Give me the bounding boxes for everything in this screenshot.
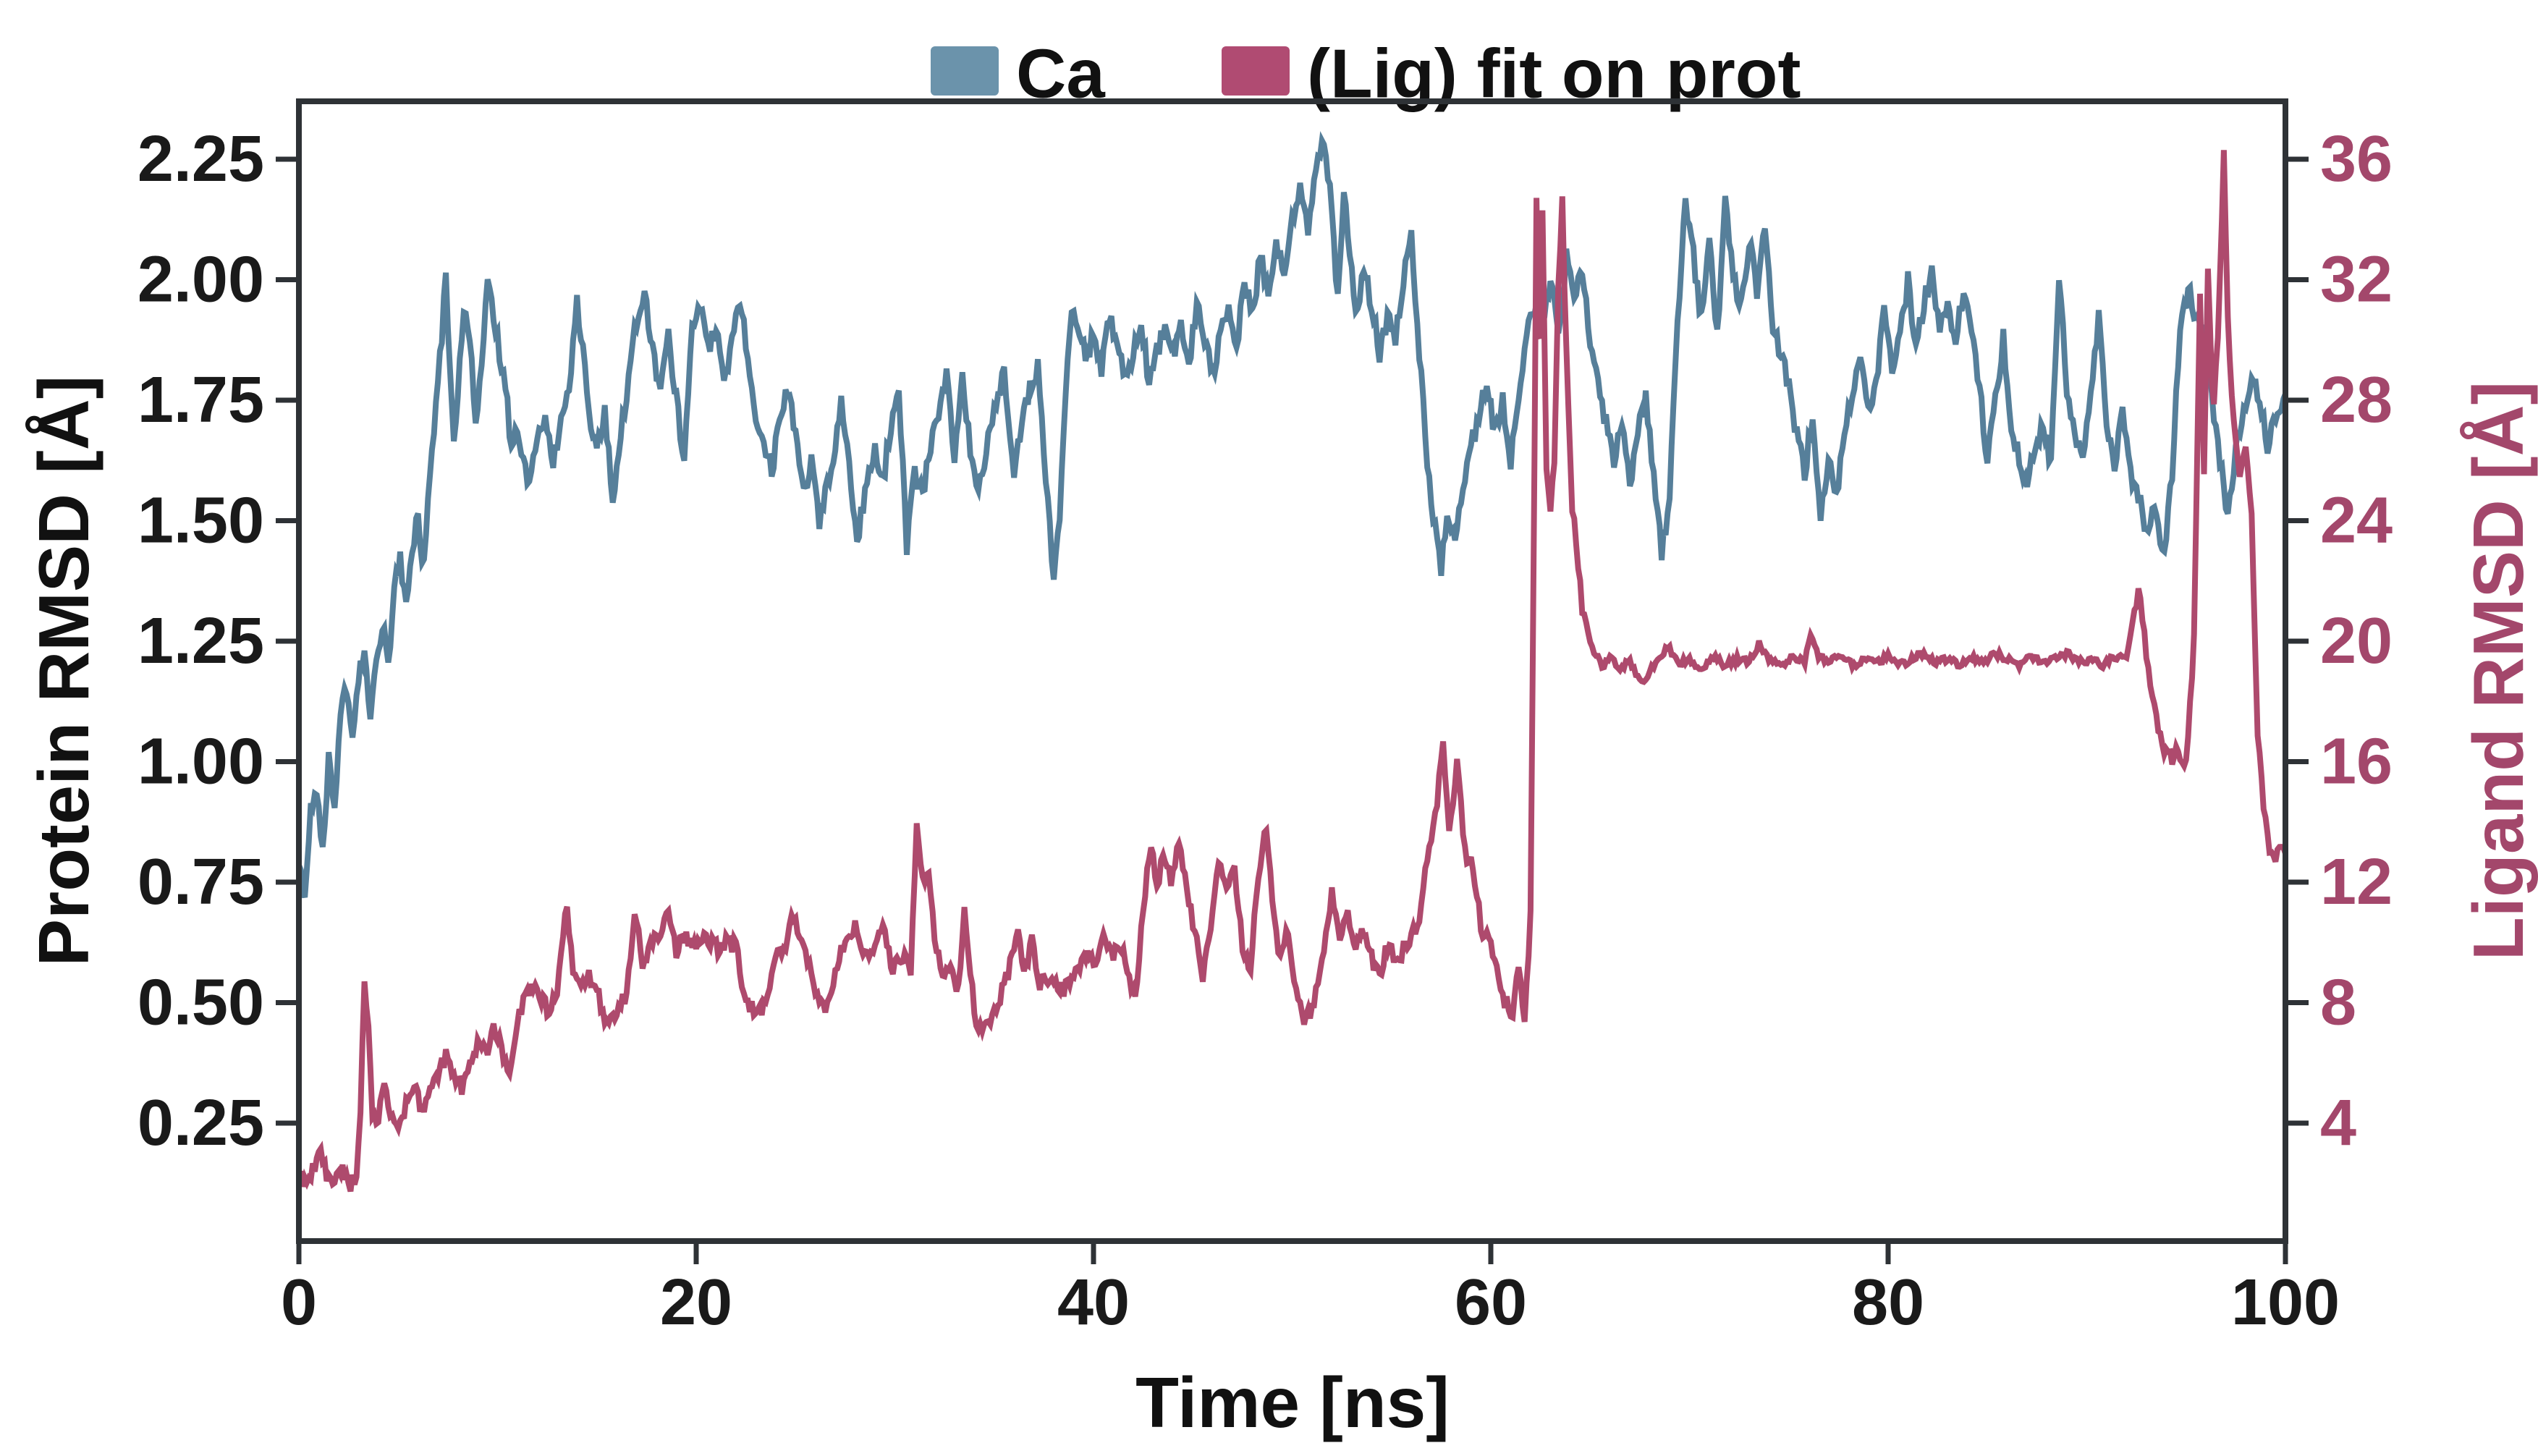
y-right-tick-label: 24 [2320, 485, 2393, 557]
legend-swatch-ca [931, 46, 999, 96]
x-tick-label: 40 [1057, 1266, 1130, 1339]
y-left-tick-label: 1.25 [138, 605, 264, 677]
y-left-tick-label: 2.00 [138, 244, 264, 316]
y-right-tick-label: 28 [2320, 364, 2393, 436]
y-right-tick-label: 4 [2320, 1087, 2356, 1159]
plot-area [299, 131, 2285, 1193]
axis-ticks: 0 20 40 60 80 100 0.25 0.50 0.75 1.00 1.25 1.50 1.75… [138, 123, 2393, 1339]
protein-rmsd-line [299, 131, 2285, 899]
y-right-tick-label: 20 [2320, 605, 2393, 677]
y-left-tick-label: 2.25 [138, 123, 264, 195]
y-left-tick-label: 0.75 [138, 846, 264, 918]
y-right-tick-label: 36 [2320, 123, 2393, 195]
y-right-tick-label: 8 [2320, 967, 2356, 1039]
y-right-tick-label: 16 [2320, 726, 2393, 798]
legend-swatch-lig [1222, 46, 1290, 96]
x-tick-label: 80 [1852, 1266, 1924, 1339]
x-tick-label: 100 [2231, 1266, 2340, 1339]
x-axis-title: Time [ns] [1135, 1363, 1450, 1442]
y-left-tick-label: 1.75 [138, 364, 264, 436]
y-axis-left-title: Protein RMSD [Å] [24, 376, 103, 967]
ligand-rmsd-line [299, 150, 2285, 1193]
y-right-tick-label: 12 [2320, 846, 2393, 918]
y-left-tick-label: 1.50 [138, 485, 264, 557]
y-axis-right-title: Ligand RMSD [Å] [2458, 381, 2538, 960]
plot-border [296, 98, 2288, 1244]
y-left-tick-label: 0.25 [138, 1087, 264, 1159]
x-tick-label: 20 [660, 1266, 732, 1339]
y-left-tick-label: 0.50 [138, 967, 264, 1039]
x-tick-label: 60 [1455, 1266, 1527, 1339]
y-right-tick-label: 32 [2320, 244, 2393, 316]
x-tick-label: 0 [281, 1266, 317, 1339]
y-left-tick-label: 1.00 [138, 726, 264, 798]
